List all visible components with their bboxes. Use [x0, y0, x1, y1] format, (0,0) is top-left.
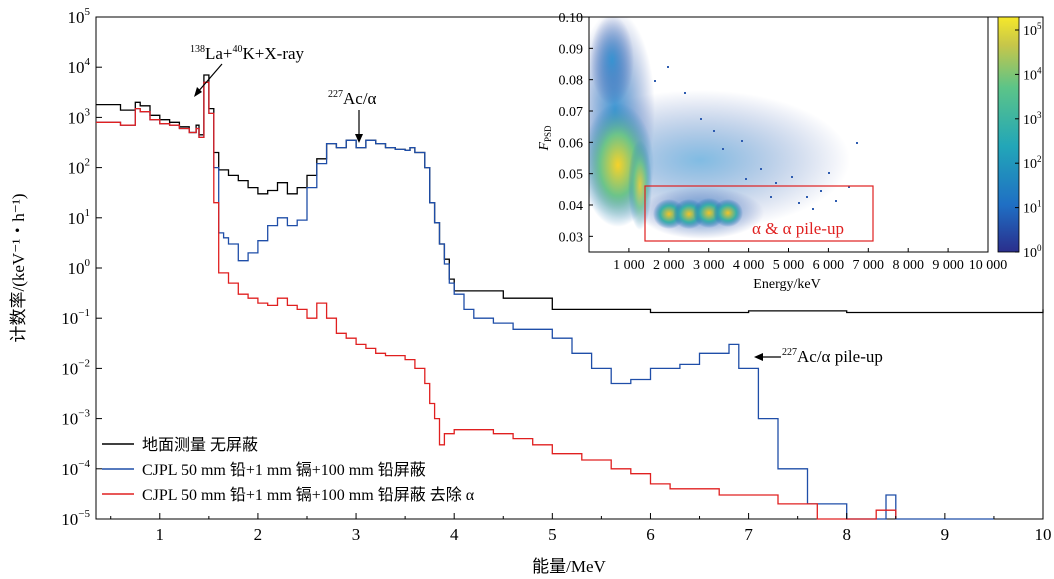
- x-tick-label: 5: [548, 525, 557, 544]
- alpha-pileup-label: α & α pile-up: [752, 219, 844, 238]
- colorbar: [997, 16, 1020, 253]
- alpha-pileup-box: [644, 185, 874, 242]
- y-tick-label: 10−5: [61, 508, 90, 529]
- x-tick-label: 2: [254, 525, 263, 544]
- main-y-ticks: 105 104 103 102 101 100 10−1 10−2 10−3 10−4 10−5: [61, 6, 102, 529]
- y-tick-label: 105: [68, 6, 91, 27]
- y-tick-label: 10−1: [61, 307, 90, 328]
- inset-x-tick-label: 6 000: [813, 258, 845, 273]
- legend-item-cjpl: CJPL 50 mm 铅+1 mm 镉+100 mm 铅屏蔽: [102, 461, 426, 479]
- inset-x-tick-label: 2 000: [653, 258, 685, 273]
- colorbar-tick-label: 103: [1023, 110, 1042, 128]
- inset-y-tick-label: 0.06: [559, 136, 584, 151]
- inset-y-tick-label: 0.08: [559, 74, 584, 89]
- inset-y-tick-label: 0.07: [559, 105, 584, 120]
- annotation-ac-pileup: 227Ac/α pile-up: [754, 347, 883, 366]
- svg-text:227Ac/α: 227Ac/α: [328, 89, 377, 108]
- inset-y-axis-label: FPSD: [537, 125, 553, 152]
- colorbar-tick-label: 102: [1023, 154, 1042, 172]
- annotation-la-arrowhead: [194, 87, 202, 97]
- legend: 地面测量 无屏蔽 CJPL 50 mm 铅+1 mm 镉+100 mm 铅屏蔽 …: [102, 436, 475, 504]
- annotation-ac-arrowhead: [355, 134, 363, 143]
- colorbar-tick-label: 104: [1023, 65, 1042, 83]
- y-tick-label: 103: [68, 106, 91, 127]
- inset-x-tick-label: 8 000: [892, 258, 924, 273]
- x-tick-label: 9: [941, 525, 950, 544]
- y-tick-label: 10−4: [61, 458, 90, 479]
- inset-sparse-points: [654, 66, 858, 210]
- inset-x-ticks: 1 000 2 000 3 000 4 000 5 000 6 000 7 000 8 000…: [613, 248, 1007, 273]
- colorbar-tick-label: 105: [1023, 21, 1042, 39]
- inset-x-tick-label: 9 000: [932, 258, 964, 273]
- svg-text:CJPL 50 mm 铅+1 mm 镉+100 mm 铅屏蔽: CJPL 50 mm 铅+1 mm 镉+100 mm 铅屏蔽 去除 α: [142, 486, 475, 504]
- colorbar-ticks: 105 104 103 102 101 100: [1015, 21, 1042, 261]
- svg-text:227Ac/α pile-up: 227Ac/α pile-up: [782, 347, 883, 366]
- legend-item-ground: 地面测量 无屏蔽: [102, 436, 258, 454]
- y-axis-label: 计数率/(keV⁻¹・h⁻¹): [9, 193, 28, 342]
- y-tick-label: 101: [68, 207, 91, 228]
- annotation-la-arrow: [196, 63, 223, 94]
- svg-text:138La+40K+X-ray: 138La+40K+X-ray: [190, 44, 305, 63]
- inset-x-tick-label: 4 000: [733, 258, 765, 273]
- inset-y-tick-label: 0.05: [559, 168, 584, 183]
- y-tick-label: 10−2: [61, 357, 90, 378]
- x-axis-label: 能量/MeV: [532, 557, 606, 576]
- svg-text:地面测量 无屏蔽: 地面测量 无屏蔽: [142, 436, 258, 454]
- inset-y-tick-label: 0.04: [559, 199, 584, 214]
- inset-y-tick-label: 0.03: [559, 230, 584, 245]
- x-tick-label: 4: [450, 525, 459, 544]
- inset-y-tick-label: 0.09: [559, 42, 584, 57]
- x-tick-label: 10: [1035, 525, 1052, 544]
- inset-x-tick-label: 3 000: [693, 258, 725, 273]
- annotation-ac-alpha: 227Ac/α: [328, 89, 377, 143]
- x-tick-label: 1: [156, 525, 165, 544]
- colorbar-tick-label: 100: [1023, 243, 1042, 261]
- inset-x-tick-label: 1 000: [613, 258, 645, 273]
- y-tick-label: 102: [68, 157, 91, 178]
- inset-x-tick-label: 10 000: [969, 258, 1008, 273]
- inset-y-tick-label: 0.10: [559, 11, 584, 26]
- y-tick-label: 100: [68, 257, 91, 278]
- series-line-3: [96, 81, 897, 520]
- inset-x-axis-label: Energy/keV: [753, 277, 820, 292]
- main-series-layer: [96, 74, 1044, 520]
- colorbar-tick-label: 101: [1023, 199, 1042, 217]
- x-tick-label: 3: [352, 525, 361, 544]
- inset-density: [589, 17, 858, 239]
- x-tick-label: 6: [646, 525, 655, 544]
- main-x-ticks: 1 2 3 4 5 6 7 8 9 10: [110, 513, 1052, 544]
- svg-text:CJPL 50 mm 铅+1 mm 镉+100 mm 铅屏蔽: CJPL 50 mm 铅+1 mm 镉+100 mm 铅屏蔽: [142, 461, 426, 479]
- inset-x-tick-label: 7 000: [853, 258, 885, 273]
- legend-item-cjpl-no-alpha: CJPL 50 mm 铅+1 mm 镉+100 mm 铅屏蔽 去除 α: [102, 486, 475, 504]
- inset-x-tick-label: 5 000: [773, 258, 805, 273]
- x-tick-label: 8: [842, 525, 851, 544]
- inset-y-ticks: 0.10 0.09 0.08 0.07 0.06 0.05 0.04 0.03: [559, 11, 593, 245]
- x-tick-label: 7: [744, 525, 753, 544]
- y-tick-label: 104: [68, 56, 91, 77]
- main-chart: 1 2 3 4 5 6 7 8 9 10 10510410310210110010−110−210…: [9, 6, 1052, 576]
- annotation-pileup-arrowhead: [754, 353, 763, 361]
- inset-heatmap: α & α pile-up 1 000 2 000 3 000 4 000 5 000 6…: [537, 11, 1042, 292]
- annotation-la-k-xray: 138La+40K+X-ray: [190, 44, 305, 97]
- y-tick-label: 10−3: [61, 408, 90, 429]
